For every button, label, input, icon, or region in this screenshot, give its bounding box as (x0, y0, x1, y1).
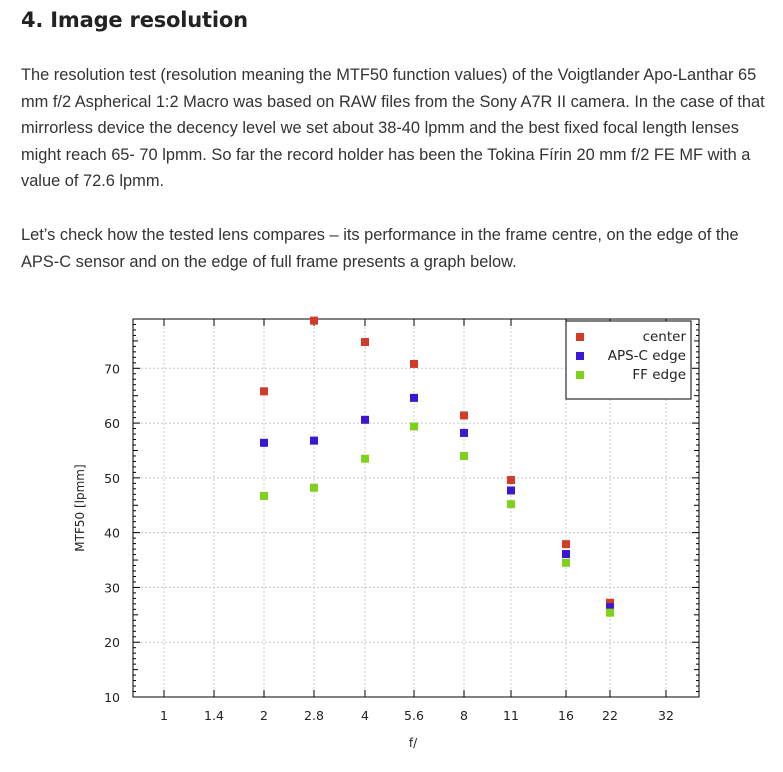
data-point (562, 550, 570, 559)
x-tick-label: 1 (160, 708, 168, 723)
legend-swatch (576, 371, 584, 379)
legend-swatch (576, 333, 584, 341)
chart-intro-paragraph: Let’s check how the tested lens compares… (21, 226, 739, 271)
y-tick-label: 50 (104, 471, 120, 486)
data-point (507, 476, 515, 485)
data-point (310, 436, 318, 445)
data-point (562, 558, 570, 567)
x-tick-label: 32 (658, 708, 674, 723)
intro-paragraph: The resolution test (resolution meaning … (21, 66, 765, 190)
x-tick-label: 22 (602, 708, 618, 723)
data-point (507, 486, 515, 495)
data-point (410, 422, 418, 431)
mtf50-chart-svg: 1 1.4 2 2.8 4 5.6 8 11 16 22 32 10 20 30 40 50 60 70 MTF5… (73, 316, 700, 750)
data-point (507, 500, 515, 509)
legend-label: center (643, 329, 687, 345)
x-tick-label: 11 (503, 708, 519, 723)
y-tick-label: 60 (104, 416, 120, 431)
plot-frame (132, 318, 700, 698)
data-point (460, 428, 468, 437)
x-tick-label: 16 (558, 708, 574, 723)
y-tick-label: 10 (104, 690, 120, 705)
x-tick-label: 8 (460, 708, 468, 723)
legend-swatch (576, 352, 584, 360)
data-point (361, 338, 369, 347)
data-point (606, 598, 614, 607)
x-tick-label: 2.8 (304, 708, 324, 723)
section-heading: 4. Image resolution (21, 8, 248, 32)
data-point (361, 454, 369, 463)
y-tick-label: 20 (104, 635, 120, 650)
data-point (260, 491, 268, 500)
data-point (310, 483, 318, 492)
legend-label: FF edge (632, 367, 686, 383)
data-point (410, 393, 418, 402)
data-point (606, 603, 614, 612)
data-point (606, 608, 614, 617)
legend-label: APS-C edge (608, 348, 686, 364)
y-tick-label: 70 (104, 361, 120, 376)
x-tick-label: 1.4 (204, 708, 224, 723)
data-point-layer (260, 316, 614, 617)
y-tick-label: 30 (104, 580, 120, 595)
y-axis-label: MTF50 [lpmm] (73, 464, 87, 551)
mtf50-chart: 1 1.4 2 2.8 4 5.6 8 11 16 22 32 10 20 30 40 50 60 70 MTF5… (0, 300, 783, 767)
y-tick-label: 40 (104, 526, 120, 541)
data-point (460, 411, 468, 420)
data-point (562, 540, 570, 549)
x-tick-label: 5.6 (404, 708, 424, 723)
tick-label-layer: 1 1.4 2 2.8 4 5.6 8 11 16 22 32 10 20 30 40 50 60 70 (104, 361, 674, 723)
data-point (361, 415, 369, 424)
x-axis-label: f/ (409, 736, 418, 750)
data-point (460, 451, 468, 460)
x-tick-label: 4 (361, 708, 369, 723)
legend: center APS-C edge FF edge (565, 320, 692, 400)
legend-box (565, 320, 692, 400)
data-point (410, 359, 418, 368)
data-point (310, 316, 318, 325)
data-point (260, 387, 268, 396)
data-point (260, 438, 268, 447)
x-tick-label: 2 (260, 708, 268, 723)
